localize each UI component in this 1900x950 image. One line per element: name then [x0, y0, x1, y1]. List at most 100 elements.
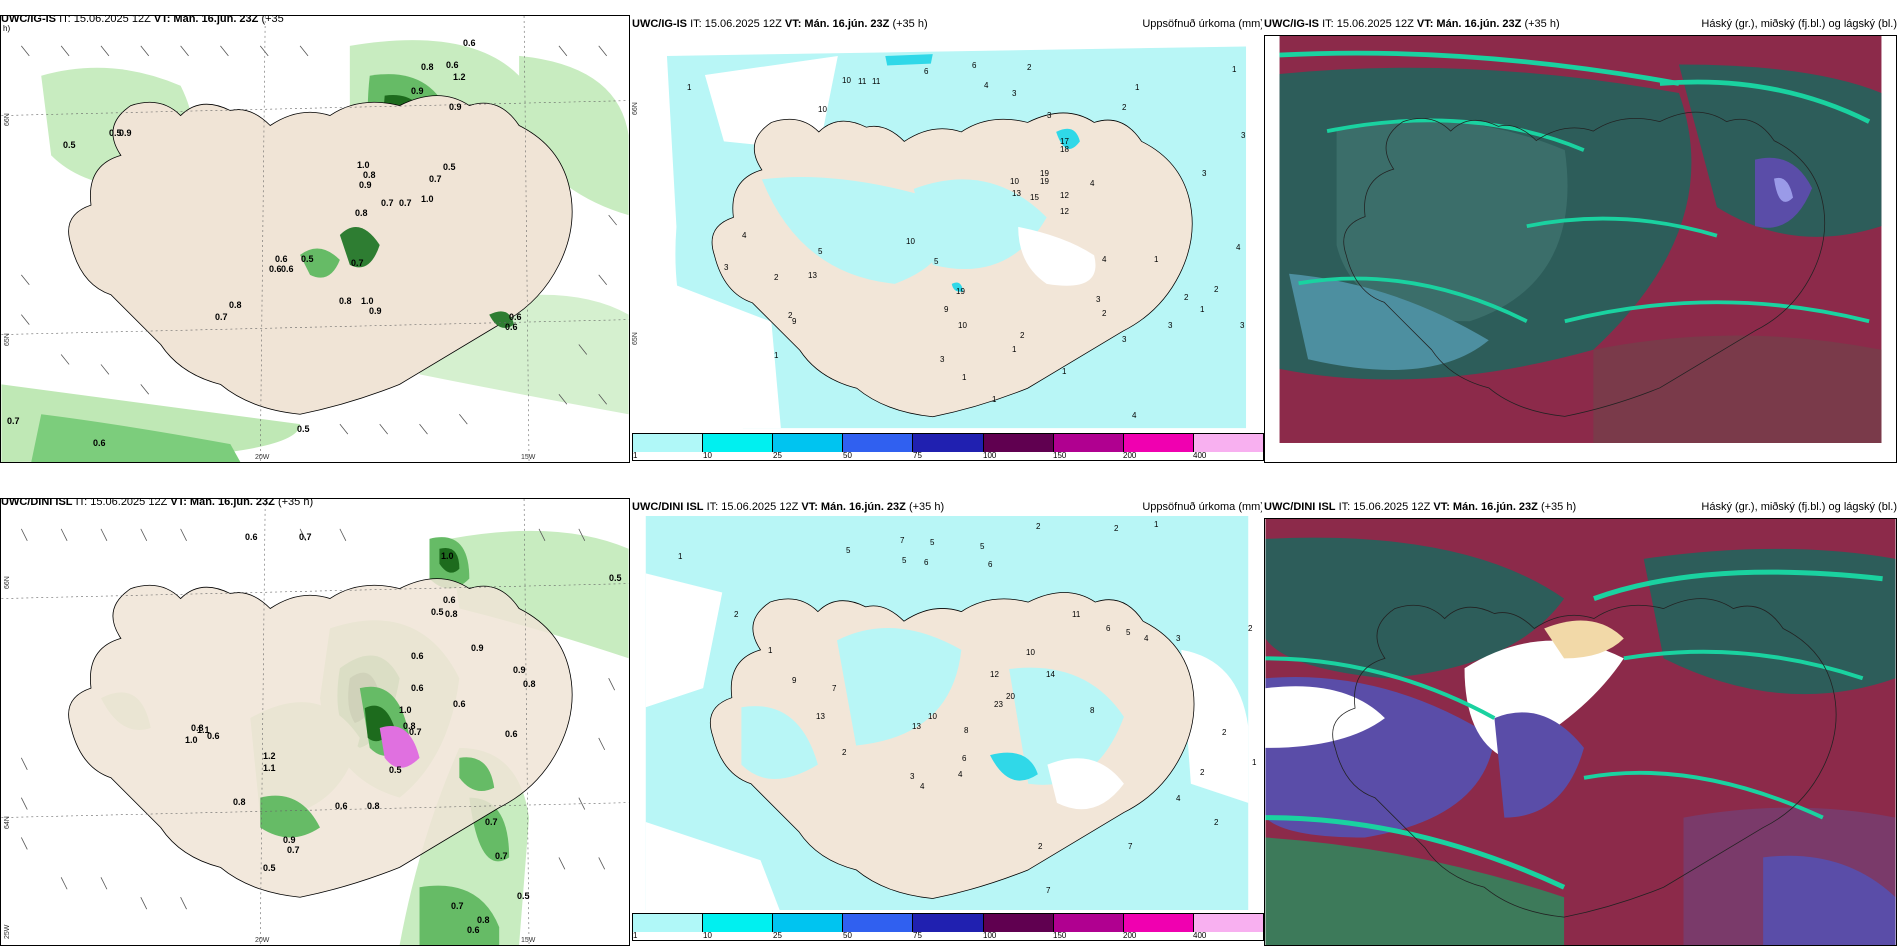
precip-value: 5: [980, 542, 985, 551]
colorbar-swatch: [843, 914, 914, 932]
colorbar-swatch: [703, 914, 774, 932]
wind-precip-map-bot: [1, 499, 629, 945]
precip-value: 2: [1222, 728, 1227, 737]
colorbar-tick: 200: [1123, 451, 1137, 460]
lon-label: 20W: [255, 454, 270, 461]
colorbar-swatch: [1123, 434, 1194, 452]
init-time: IT: 15.06.2025 12Z: [706, 501, 799, 513]
model-name: UWC/DINI ISL: [1264, 501, 1336, 513]
wind-label: 0.5: [389, 765, 402, 775]
wind-label: 0.7: [287, 845, 300, 855]
wind-label: 0.6: [93, 438, 106, 448]
wind-label: 0.8: [421, 62, 434, 72]
colorbar-tick: 400: [1193, 451, 1207, 460]
wind-label: 0.7: [451, 901, 464, 911]
precip-value: 10: [958, 321, 967, 330]
precip-value: 4: [1102, 255, 1107, 264]
precip-value: 2: [1027, 63, 1032, 72]
wind-label: 0.5: [431, 607, 444, 617]
colorbar-tick: 75: [913, 451, 922, 460]
init-time: IT: 15.06.2025 12Z: [75, 498, 168, 508]
colorbar-tick: 400: [1193, 931, 1207, 940]
model-name: UWC/DINI ISL: [1, 498, 73, 508]
colorbar-tick: 1: [633, 451, 638, 460]
lead-time: (+35 h): [1540, 501, 1577, 513]
precip-value: 2: [1114, 524, 1119, 533]
precip-value: 2: [1122, 103, 1127, 112]
precip-value: 2: [1020, 331, 1025, 340]
precip-value: 6: [988, 560, 993, 569]
wind-label: 0.6: [505, 729, 518, 739]
precip-value: 5: [1126, 628, 1131, 637]
wind-label: 1.0: [185, 735, 198, 745]
precip-value: 1: [774, 351, 779, 360]
wind-label: 0.6: [411, 683, 424, 693]
precip-value: 13: [1012, 189, 1021, 198]
colorbar-tick: 50: [843, 931, 852, 940]
precip-value: 7: [900, 536, 905, 545]
precip-value: 13: [816, 712, 825, 721]
precip-value: 10: [842, 76, 851, 85]
model-name: UWC/DINI ISL: [632, 501, 704, 513]
precip-value: 1: [1200, 305, 1205, 314]
wind-precip-map-top: [1, 16, 629, 462]
wind-label: 0.5: [301, 254, 314, 264]
wind-label: 0.9: [369, 306, 382, 316]
wind-label: 0.6: [505, 322, 518, 332]
wind-label: 0.6: [207, 731, 220, 741]
panel-bot-mid-precip: UWC/DINI ISL IT: 15.06.2025 12Z VT: Mán.…: [632, 498, 1262, 910]
init-time: IT: 15.06.2025 12Z: [690, 18, 782, 30]
cloud-map-top: [1264, 35, 1897, 463]
panel-top-left-map: UWC/IG-IS IT: 15.06.2025 12Z VT: Mán. 16…: [0, 15, 630, 463]
wind-label: 0.6: [269, 264, 282, 274]
precip-value: 12: [1060, 207, 1069, 216]
precip-value: 3: [910, 772, 915, 781]
valid-time: VT: Mán. 16.jún. 23Z: [170, 498, 275, 508]
wind-label: 0.8: [229, 300, 242, 310]
valid-time: VT: Mán. 16.jún. 23Z: [784, 18, 890, 30]
init-time: IT: 15.06.2025 12Z: [1322, 18, 1414, 30]
field-title: Háský (gr.), miðský (fj.bl.) og lágský (…: [1701, 501, 1897, 513]
wind-label: 0.8: [477, 915, 490, 925]
colorbar-tick: 1: [633, 931, 638, 940]
precip-value: 8: [964, 726, 969, 735]
valid-time: VT: Mán. 16.jún. 23Z: [153, 15, 259, 25]
precip-value: 4: [742, 231, 747, 240]
precip-value: 3: [724, 263, 729, 272]
colorbar-tick: 100: [983, 451, 997, 460]
model-name: UWC/IG-IS: [1, 15, 56, 25]
wind-label: 0.8: [355, 208, 368, 218]
precip-value: 4: [1236, 243, 1241, 252]
lead-time: (+35 h): [908, 501, 945, 513]
precip-value: 3: [940, 355, 945, 364]
colorbar-swatch: [843, 434, 914, 452]
colorbar-tick: 100: [983, 931, 997, 940]
lon-label: 20W: [255, 937, 270, 944]
precip-colorbar-bot: [632, 913, 1264, 941]
panel-bot-right-clouds: UWC/DINI ISL IT: 15.06.2025 12Z VT: Mán.…: [1264, 498, 1897, 946]
lead-time: (+35: [261, 15, 284, 25]
panel-title: UWC/DINI ISL IT: 15.06.2025 12Z VT: Mán.…: [1264, 498, 1897, 516]
lat-label: 64N: [4, 816, 11, 829]
precip-value: 1: [687, 83, 692, 92]
wind-label: 0.9: [411, 86, 424, 96]
wind-label: 0.9: [471, 643, 484, 653]
precip-value: 10: [1010, 177, 1019, 186]
lon-label: 25W: [4, 924, 11, 939]
lat-label: 66N: [4, 113, 11, 126]
precip-value: 6: [1106, 624, 1111, 633]
precip-value: 9: [944, 305, 949, 314]
wind-label: 1.0: [361, 296, 374, 306]
init-time: IT: 15.06.2025 12Z: [59, 15, 151, 25]
model-name: UWC/IG-IS: [632, 18, 687, 30]
precip-value: 1: [1154, 255, 1159, 264]
precip-value: 4: [1144, 634, 1149, 643]
precip-value: 2: [734, 610, 739, 619]
wind-label: 0.7: [299, 532, 312, 542]
precip-value: 7: [1046, 886, 1051, 895]
precip-value: 4: [984, 81, 989, 90]
wind-label: 0.6: [463, 38, 476, 48]
wind-label: 0.5: [609, 573, 622, 583]
precip-value: 6: [962, 754, 967, 763]
precip-value: 19: [956, 287, 965, 296]
